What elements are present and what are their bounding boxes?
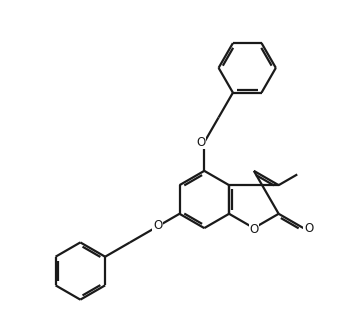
Text: O: O	[304, 222, 313, 235]
Text: O: O	[153, 219, 162, 232]
Text: O: O	[196, 136, 205, 149]
Text: O: O	[249, 223, 258, 236]
